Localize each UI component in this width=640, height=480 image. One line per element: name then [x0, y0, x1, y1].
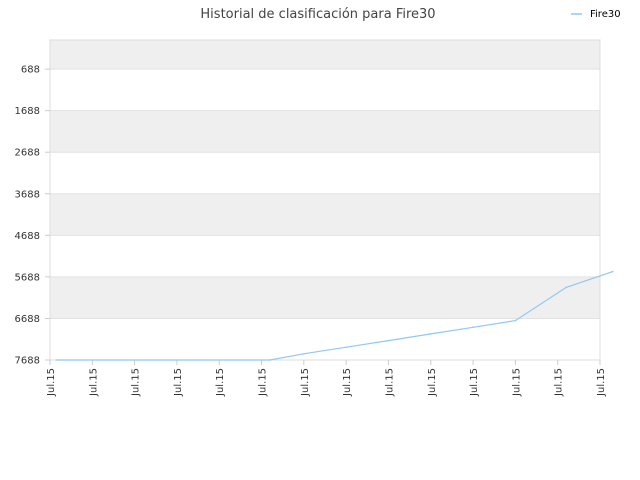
data-point: [429, 333, 432, 335]
y-tick-label: 7688: [15, 356, 40, 367]
data-point: [611, 270, 614, 273]
data-point: [303, 353, 305, 355]
y-tick-label: 1688: [15, 106, 40, 117]
x-tick-label: Jul.15: [511, 368, 522, 397]
x-tick-label: Jul.15: [384, 368, 395, 397]
data-point: [565, 286, 567, 289]
x-tick-label: Jul.15: [342, 368, 353, 397]
x-tick-label: Jul.15: [596, 368, 607, 397]
series-line-fire30: [56, 271, 613, 361]
data-point: [269, 359, 271, 361]
series-layer: [55, 270, 614, 361]
x-tick-label: Jul.15: [300, 368, 311, 397]
y-tick-label: 2688: [15, 148, 40, 159]
y-tick-label: 6688: [15, 314, 40, 325]
plot-band: [50, 69, 600, 111]
plot-band: [50, 152, 600, 194]
chart-title: Historial de clasificación para Fire30: [200, 7, 435, 22]
plot-bands: [50, 40, 600, 360]
x-tick-label: Jul.15: [46, 368, 57, 397]
data-point: [514, 319, 517, 322]
data-point: [472, 326, 474, 329]
x-tick-label: Jul.15: [554, 368, 565, 397]
x-tick-label: Jul.15: [469, 368, 480, 397]
y-axis: 688 1688 2688 3688 4688 5688 6688 7688: [15, 65, 50, 367]
x-tick-label: Jul.15: [427, 368, 438, 397]
data-point: [345, 346, 347, 349]
data-point: [387, 339, 390, 342]
plot-band: [50, 193, 600, 236]
plot-band: [50, 40, 600, 70]
plot-band: [50, 235, 600, 277]
x-tick-label: Jul.15: [88, 368, 99, 397]
y-tick-label: 5688: [15, 272, 40, 283]
plot-band: [50, 110, 600, 153]
plot-band: [50, 276, 600, 319]
x-axis: Jul.15 Jul.15 Jul.15 Jul.15 Jul.15 Jul.15 Jul.…: [46, 360, 607, 397]
legend-label-fire30: Fire30: [590, 9, 621, 20]
x-tick-label: Jul.15: [131, 368, 142, 397]
plot-band: [50, 318, 600, 360]
legend: Fire30: [571, 9, 621, 20]
data-point: [55, 359, 58, 361]
x-tick-label: Jul.15: [215, 368, 226, 397]
x-tick-label: Jul.15: [173, 368, 184, 397]
y-tick-label: 3688: [15, 189, 40, 200]
x-tick-label: Jul.15: [258, 368, 269, 397]
y-tick-label: 688: [21, 65, 40, 76]
y-tick-label: 4688: [15, 231, 40, 242]
plot-border: [49, 39, 601, 361]
